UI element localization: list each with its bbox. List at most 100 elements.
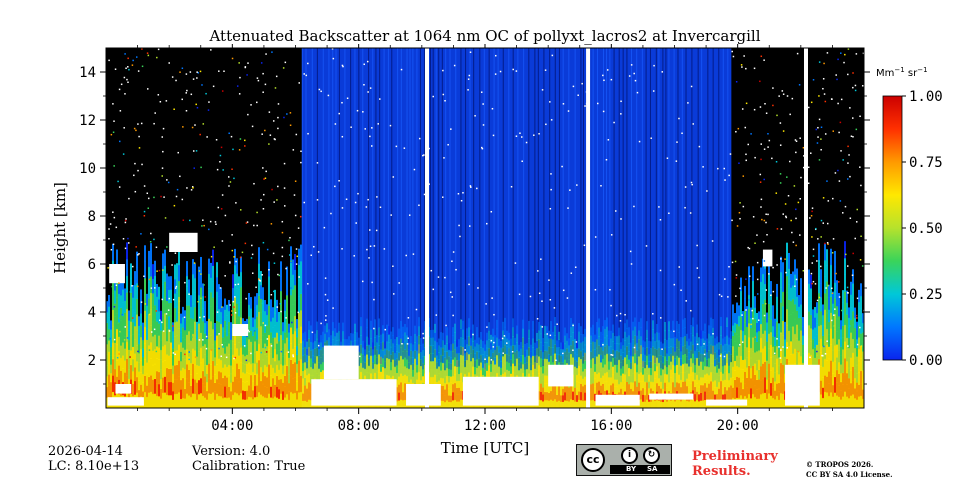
backscatter-cell <box>852 394 854 409</box>
backscatter-cell <box>384 348 386 356</box>
backscatter-cell <box>708 341 710 351</box>
noise-dot <box>514 262 517 264</box>
backscatter-cell <box>754 352 756 364</box>
backscatter-cell <box>278 359 280 371</box>
backscatter-cell <box>232 300 234 315</box>
backscatter-cell <box>666 353 668 361</box>
backscatter-cell <box>642 353 644 362</box>
backscatter-cell <box>468 318 470 328</box>
backscatter-cell <box>694 336 696 345</box>
backscatter-cell <box>790 273 792 288</box>
backscatter-cell <box>658 385 660 394</box>
backscatter-cell <box>858 396 860 409</box>
noise-dot <box>772 87 774 89</box>
backscatter-cell <box>648 387 650 396</box>
backscatter-cell <box>168 329 170 343</box>
noise-dot <box>185 109 188 112</box>
noise-dot <box>846 178 849 180</box>
backscatter-cell <box>282 356 284 366</box>
noise-dot <box>125 67 127 70</box>
backscatter-cell <box>714 345 716 353</box>
profile-stripe <box>517 48 519 408</box>
backscatter-cell <box>582 378 584 387</box>
backscatter-cell <box>270 321 272 333</box>
noise-dot <box>469 225 471 227</box>
backscatter-cell <box>450 363 452 371</box>
backscatter-cell <box>492 352 494 361</box>
backscatter-cell <box>522 354 524 365</box>
noise-dot <box>600 185 602 187</box>
backscatter-cell <box>394 373 396 381</box>
profile-stripe <box>685 48 687 408</box>
cloud-regions <box>107 232 820 406</box>
backscatter-cell <box>134 325 136 341</box>
noise-dot <box>332 57 335 60</box>
backscatter-cell <box>636 357 638 366</box>
noise-dot <box>208 101 210 103</box>
backscatter-cell <box>774 327 776 338</box>
backscatter-cell <box>512 345 514 355</box>
backscatter-cell <box>276 321 278 333</box>
backscatter-cell <box>234 264 236 282</box>
noise-dot <box>470 186 472 188</box>
noise-dot <box>230 135 233 138</box>
backscatter-cell <box>152 336 154 351</box>
backscatter-cell <box>778 374 780 384</box>
profile-stripe <box>460 48 462 408</box>
backscatter-cell <box>202 283 204 297</box>
noise-dot <box>861 265 864 267</box>
backscatter-cell <box>830 392 832 409</box>
noise-dot <box>392 265 394 268</box>
backscatter-cell <box>548 338 550 347</box>
noise-dot <box>241 251 244 254</box>
noise-dot <box>218 70 220 72</box>
noise-dot <box>449 291 452 294</box>
backscatter-cell <box>188 343 190 358</box>
noise-dot <box>132 59 134 62</box>
backscatter-cell <box>694 400 696 409</box>
backscatter-cell <box>808 338 810 354</box>
profile-stripe <box>409 48 411 408</box>
backscatter-cell <box>120 357 122 371</box>
backscatter-cell <box>364 375 366 383</box>
backscatter-cell <box>400 321 402 331</box>
backscatter-cell <box>112 309 114 327</box>
backscatter-cell <box>448 369 450 377</box>
backscatter-cell <box>522 337 524 347</box>
backscatter-cell <box>416 357 418 366</box>
backscatter-cell <box>594 378 596 387</box>
backscatter-cell <box>490 342 492 350</box>
backscatter-cell <box>784 347 786 357</box>
noise-dot <box>262 193 265 196</box>
backscatter-cell <box>300 260 302 278</box>
noise-dot <box>854 84 857 87</box>
noise-dot <box>134 190 137 193</box>
noise-dot <box>155 350 158 353</box>
noise-dot <box>812 255 815 257</box>
backscatter-cell <box>614 364 616 373</box>
noise-dot <box>204 296 207 298</box>
noise-dot <box>838 296 841 298</box>
backscatter-cell <box>238 355 240 369</box>
backscatter-cell <box>480 362 482 371</box>
backscatter-cell <box>572 399 574 409</box>
noise-dot <box>289 112 292 114</box>
backscatter-cell <box>460 328 462 338</box>
backscatter-cell <box>200 332 202 349</box>
backscatter-cell <box>744 371 746 385</box>
noise-dot <box>342 65 344 68</box>
backscatter-cell <box>694 350 696 359</box>
backscatter-cell <box>670 338 672 347</box>
backscatter-cell <box>322 369 324 378</box>
backscatter-cell <box>834 313 836 330</box>
backscatter-cell <box>232 394 234 409</box>
backscatter-cell <box>554 389 556 400</box>
backscatter-cell <box>186 363 188 380</box>
backscatter-cell <box>442 370 444 379</box>
noise-dot <box>562 103 565 105</box>
x-axis: 04:00 08:00 12:00 16:00 20:00 <box>137 44 833 434</box>
backscatter-cell <box>560 388 562 396</box>
backscatter-cell <box>172 390 174 400</box>
backscatter-cell <box>626 319 628 329</box>
backscatter-cell <box>770 281 772 295</box>
